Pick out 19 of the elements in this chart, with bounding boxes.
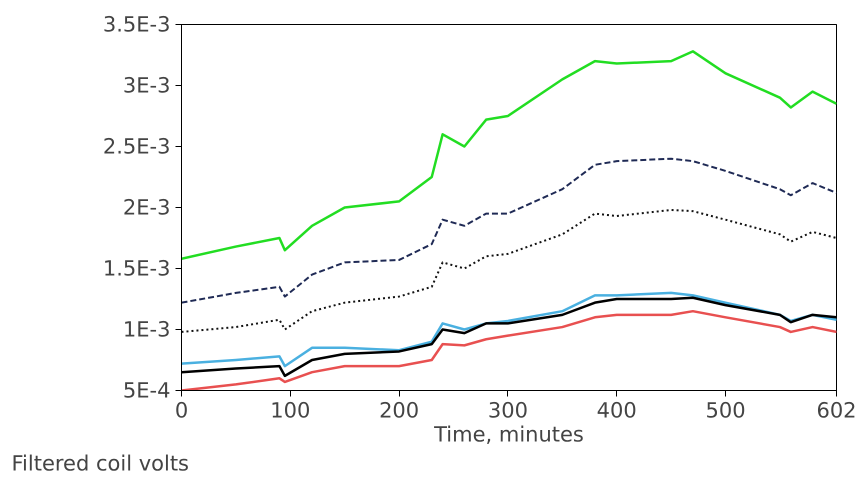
x-tick-label: 200 xyxy=(379,398,420,422)
y-tick-label: 2.5E-3 xyxy=(102,134,171,158)
line-series xyxy=(182,158,836,304)
line-series xyxy=(182,50,836,260)
y-tick-label: 1.5E-3 xyxy=(102,256,171,280)
y-tick-label: 1E-3 xyxy=(122,318,171,342)
x-tick-label: 100 xyxy=(270,398,310,422)
x-tick-label: 500 xyxy=(705,398,746,422)
y-tick-label: 3.5E-3 xyxy=(102,12,171,36)
x-tick-label: 400 xyxy=(596,398,637,422)
y-tick-label: 5E-4 xyxy=(122,378,171,402)
x-tick-label: 300 xyxy=(488,398,528,422)
line-series xyxy=(182,208,836,333)
y-tick-label: 2E-3 xyxy=(122,196,171,220)
y-tick-label: 3E-3 xyxy=(122,74,171,98)
x-tick-label: 602 xyxy=(816,398,857,422)
x-axis-title: Time, minutes xyxy=(433,422,584,446)
x-tick-label: 0 xyxy=(174,398,188,422)
y-axis-title: Filtered coil volts xyxy=(12,452,189,476)
